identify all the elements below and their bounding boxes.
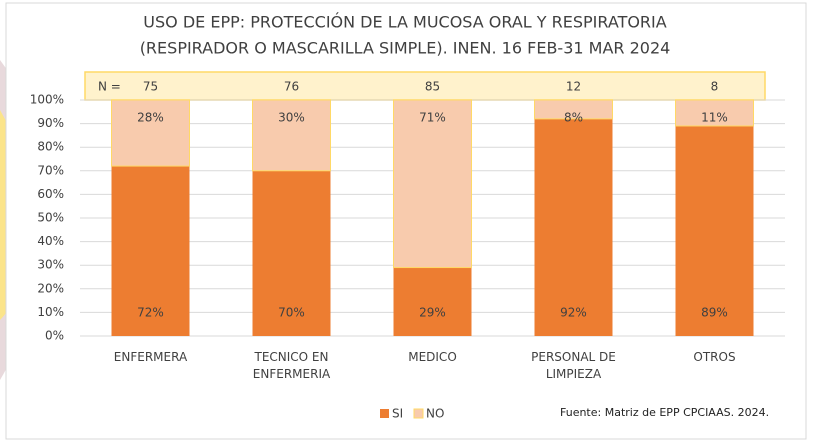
bar-segment bbox=[675, 125, 754, 337]
y-tick-label: 100% bbox=[30, 93, 64, 107]
x-tick-label: ENFERMERA bbox=[113, 350, 188, 364]
n-value: 75 bbox=[143, 80, 158, 94]
y-tick-label: 30% bbox=[37, 258, 64, 272]
y-tick-label: 10% bbox=[37, 305, 64, 319]
data-label: 92% bbox=[560, 306, 587, 320]
bar-segment bbox=[534, 118, 613, 336]
bar-segment bbox=[393, 99, 472, 269]
bar-segment bbox=[111, 166, 190, 336]
data-label: 72% bbox=[137, 306, 164, 320]
legend-swatch bbox=[380, 409, 389, 418]
n-value: 12 bbox=[566, 80, 581, 94]
data-label: 29% bbox=[419, 306, 446, 320]
x-tick-label: MEDICO bbox=[408, 350, 457, 364]
data-label: 8% bbox=[564, 111, 583, 125]
bar-segment bbox=[534, 99, 613, 120]
y-tick-label: 60% bbox=[37, 187, 64, 201]
n-value: 85 bbox=[425, 80, 440, 94]
x-tick-label: PERSONAL DE LIMPIEZA bbox=[531, 350, 616, 381]
bar-segment bbox=[252, 99, 331, 172]
y-tick-label: 40% bbox=[37, 234, 64, 248]
y-tick-label: 80% bbox=[37, 140, 64, 154]
n-value: 76 bbox=[284, 80, 299, 94]
data-label: 30% bbox=[278, 111, 305, 125]
legend-label: NO bbox=[426, 407, 444, 421]
bar-segment bbox=[111, 99, 190, 167]
y-tick-label: 90% bbox=[37, 116, 64, 130]
x-tick-label: TECNICO EN ENFERMERIA bbox=[252, 350, 331, 381]
bar-segment bbox=[675, 99, 754, 127]
y-tick-label: 0% bbox=[45, 329, 64, 343]
n-label: N = bbox=[98, 80, 121, 94]
data-label: 71% bbox=[419, 111, 446, 125]
y-tick-label: 70% bbox=[37, 163, 64, 177]
x-tick-label: OTROS bbox=[693, 350, 736, 364]
source: Fuente: Matriz de EPP CPCIAAS. 2024. bbox=[560, 406, 769, 419]
chart-title: (RESPIRADOR O MASCARILLA SIMPLE). INEN. … bbox=[140, 39, 671, 58]
data-label: 89% bbox=[701, 306, 728, 320]
bar-segment bbox=[252, 170, 331, 336]
legend-label: SI bbox=[392, 407, 403, 421]
data-label: 11% bbox=[701, 111, 728, 125]
legend-swatch bbox=[413, 408, 424, 419]
y-tick-label: 50% bbox=[37, 211, 64, 225]
bar-segment bbox=[393, 267, 472, 336]
data-label: 70% bbox=[278, 306, 305, 320]
data-label: 28% bbox=[137, 111, 164, 125]
y-tick-label: 20% bbox=[37, 281, 64, 295]
chart-title: USO DE EPP: PROTECCIÓN DE LA MUCOSA ORAL… bbox=[143, 13, 666, 32]
n-value: 8 bbox=[711, 80, 719, 94]
